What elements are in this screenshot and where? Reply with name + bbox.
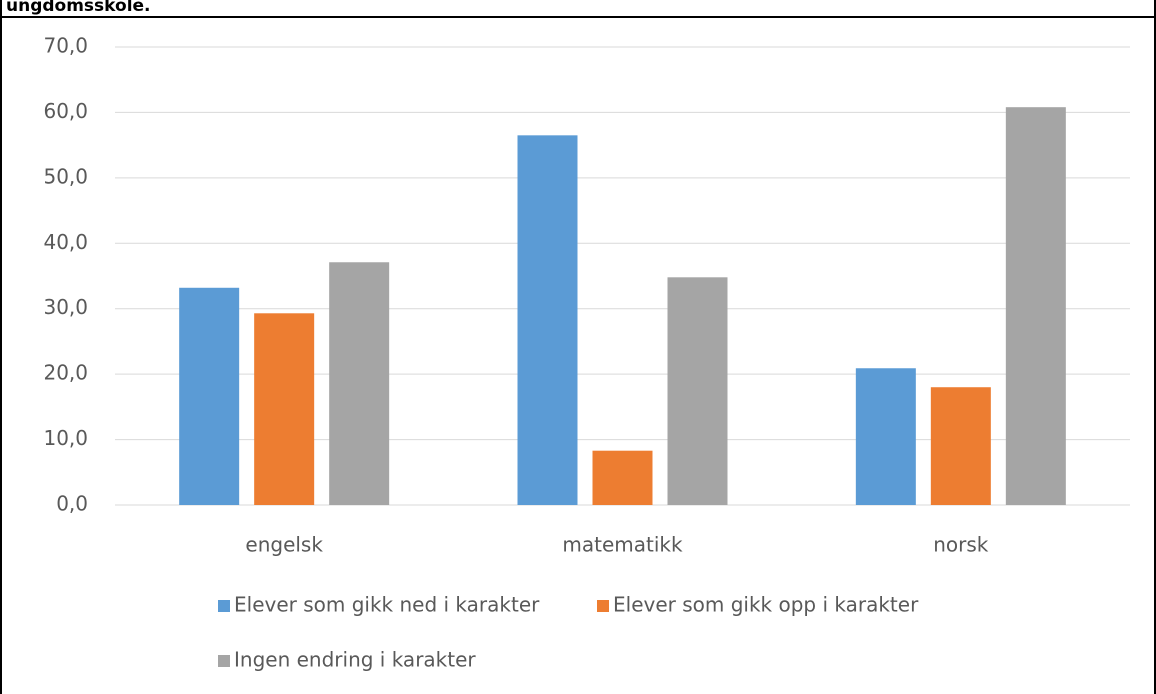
y-tick-label: 60,0 bbox=[43, 99, 88, 123]
legend-label: Elever som gikk opp i karakter bbox=[613, 593, 919, 617]
legend-swatch bbox=[218, 655, 230, 667]
bar bbox=[329, 262, 390, 505]
bar bbox=[930, 387, 991, 505]
legend-swatch bbox=[597, 600, 609, 612]
bar bbox=[179, 287, 240, 505]
bar bbox=[517, 135, 578, 506]
chart-title: ungdomsskole. bbox=[6, 0, 151, 16]
x-tick-label: norsk bbox=[933, 533, 989, 557]
y-tick-label: 10,0 bbox=[43, 426, 88, 450]
legend-swatch bbox=[218, 600, 230, 612]
y-tick-label: 0,0 bbox=[56, 492, 88, 516]
legend-label: Elever som gikk ned i karakter bbox=[234, 593, 540, 617]
y-tick-label: 20,0 bbox=[43, 361, 88, 385]
bar bbox=[667, 277, 728, 505]
y-tick-label: 30,0 bbox=[43, 295, 88, 319]
x-tick-label: engelsk bbox=[245, 533, 323, 557]
bar bbox=[1005, 107, 1066, 506]
x-tick-label: matematikk bbox=[562, 533, 683, 557]
bar bbox=[592, 450, 653, 505]
y-tick-label: 50,0 bbox=[43, 164, 88, 188]
bar bbox=[855, 368, 916, 505]
legend-label: Ingen endring i karakter bbox=[234, 648, 476, 672]
y-tick-label: 40,0 bbox=[43, 230, 88, 254]
bar bbox=[254, 313, 315, 505]
y-tick-label: 70,0 bbox=[43, 34, 88, 58]
